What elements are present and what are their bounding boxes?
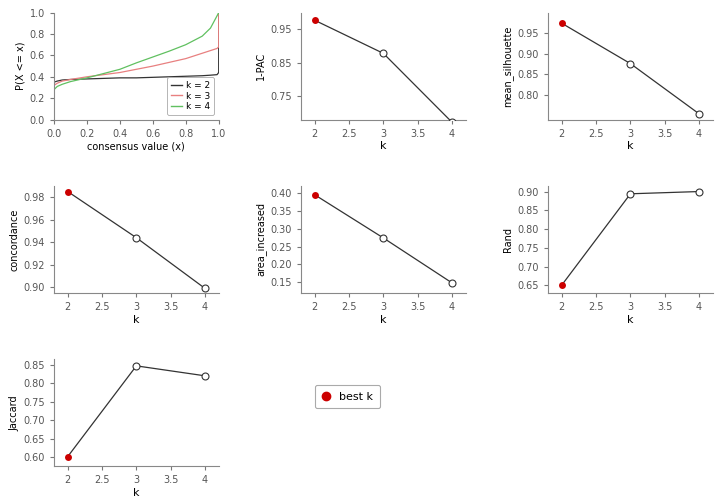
- X-axis label: k: k: [627, 314, 634, 325]
- Y-axis label: P(X <= x): P(X <= x): [15, 42, 25, 90]
- Legend: best k: best k: [315, 385, 380, 408]
- Y-axis label: mean_silhouette: mean_silhouette: [503, 25, 513, 107]
- X-axis label: consensus value (x): consensus value (x): [87, 142, 185, 151]
- X-axis label: k: k: [380, 314, 387, 325]
- X-axis label: k: k: [133, 314, 140, 325]
- X-axis label: k: k: [627, 142, 634, 151]
- Y-axis label: 1-PAC: 1-PAC: [256, 52, 266, 80]
- Y-axis label: area_increased: area_increased: [256, 203, 266, 276]
- Y-axis label: Rand: Rand: [503, 227, 513, 252]
- Y-axis label: Jaccard: Jaccard: [9, 395, 19, 430]
- Y-axis label: concordance: concordance: [9, 208, 19, 271]
- Legend: k = 2, k = 3, k = 4: k = 2, k = 3, k = 4: [167, 77, 214, 115]
- X-axis label: k: k: [380, 142, 387, 151]
- X-axis label: k: k: [133, 488, 140, 498]
